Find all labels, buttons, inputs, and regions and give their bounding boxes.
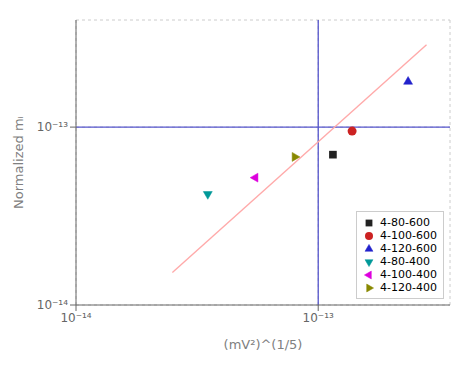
svg-text:Normalized mᵢ: Normalized mᵢ <box>11 116 26 209</box>
svg-text:10⁻¹³: 10⁻¹³ <box>303 311 334 325</box>
svg-text:10⁻¹⁴: 10⁻¹⁴ <box>37 298 68 312</box>
html-text:4-100-600: 4-100-600 <box>380 229 437 242</box>
html-text:4-120-600: 4-120-600 <box>380 242 437 255</box>
html-text:4-120-400: 4-120-400 <box>380 281 437 294</box>
html-text:4-80-600: 4-80-600 <box>380 216 430 229</box>
html-text:4-100-400: 4-100-400 <box>380 268 437 281</box>
svg-text:(mV²)^(1/5): (mV²)^(1/5) <box>224 337 303 352</box>
html-text:4-80-400: 4-80-400 <box>380 255 430 268</box>
svg-text:10⁻¹⁴: 10⁻¹⁴ <box>60 311 91 325</box>
svg-text:10⁻¹³: 10⁻¹³ <box>37 120 68 134</box>
